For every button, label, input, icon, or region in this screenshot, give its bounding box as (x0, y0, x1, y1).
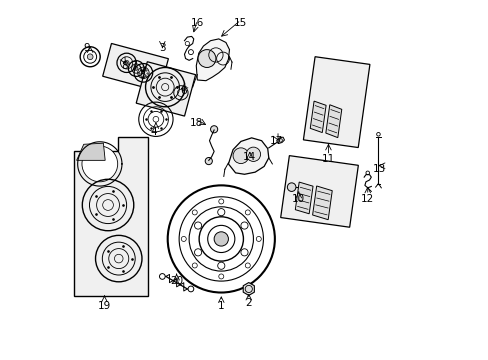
Text: 8: 8 (122, 61, 128, 71)
Polygon shape (228, 138, 268, 174)
Text: 14: 14 (243, 152, 256, 162)
Polygon shape (77, 143, 105, 160)
Text: 13: 13 (372, 164, 386, 174)
Polygon shape (74, 137, 148, 296)
Circle shape (82, 146, 118, 182)
Text: 19: 19 (98, 301, 111, 311)
Text: 1: 1 (218, 301, 224, 311)
Polygon shape (280, 156, 358, 227)
Circle shape (210, 126, 217, 133)
Text: 3: 3 (159, 43, 165, 53)
Polygon shape (243, 283, 254, 296)
Text: 11: 11 (321, 154, 334, 164)
Text: 2: 2 (244, 298, 251, 308)
Circle shape (198, 50, 216, 67)
Circle shape (87, 54, 93, 60)
Text: 6: 6 (180, 86, 187, 96)
Circle shape (246, 147, 260, 161)
Text: 18: 18 (189, 118, 203, 128)
Text: 5: 5 (139, 69, 146, 80)
Text: 20: 20 (170, 276, 183, 286)
Polygon shape (196, 39, 229, 81)
Polygon shape (309, 101, 325, 132)
Polygon shape (312, 186, 331, 220)
Text: 9: 9 (83, 43, 90, 53)
Circle shape (124, 60, 129, 65)
Polygon shape (276, 137, 284, 144)
Text: 7: 7 (129, 61, 136, 71)
Polygon shape (303, 57, 369, 148)
Text: 15: 15 (234, 18, 247, 28)
Circle shape (233, 148, 248, 163)
Text: 4: 4 (150, 127, 156, 137)
Text: 10: 10 (292, 194, 305, 203)
Text: 16: 16 (190, 18, 203, 28)
Polygon shape (295, 182, 312, 214)
Polygon shape (102, 44, 168, 91)
Polygon shape (136, 62, 195, 116)
Circle shape (287, 183, 295, 192)
Circle shape (205, 157, 212, 165)
Text: 12: 12 (360, 194, 374, 203)
Circle shape (134, 67, 138, 70)
Polygon shape (325, 105, 341, 138)
Circle shape (214, 232, 228, 246)
Text: 17: 17 (269, 136, 283, 146)
